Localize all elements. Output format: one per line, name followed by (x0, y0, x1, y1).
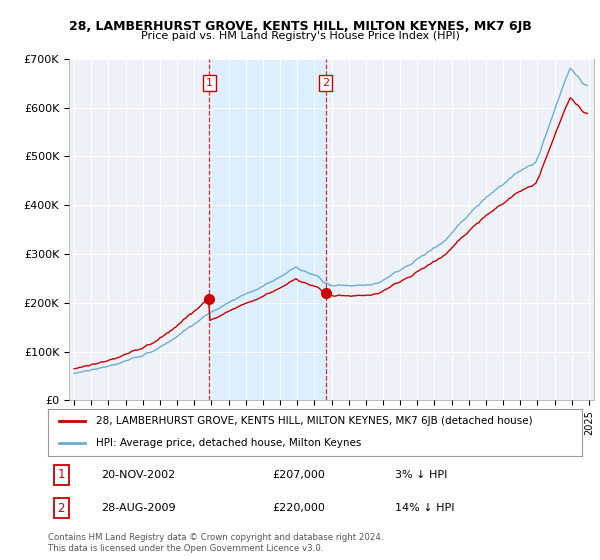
Text: Contains HM Land Registry data © Crown copyright and database right 2024.
This d: Contains HM Land Registry data © Crown c… (48, 533, 383, 553)
Text: 28, LAMBERHURST GROVE, KENTS HILL, MILTON KEYNES, MK7 6JB: 28, LAMBERHURST GROVE, KENTS HILL, MILTO… (68, 20, 532, 32)
Text: £207,000: £207,000 (272, 470, 325, 479)
Text: 2: 2 (322, 78, 329, 88)
Bar (209, 59, 326, 400)
Text: 1: 1 (206, 78, 213, 88)
Text: 3% ↓ HPI: 3% ↓ HPI (395, 470, 448, 479)
Text: £220,000: £220,000 (272, 503, 325, 513)
Text: 28, LAMBERHURST GROVE, KENTS HILL, MILTON KEYNES, MK7 6JB (detached house): 28, LAMBERHURST GROVE, KENTS HILL, MILTO… (96, 416, 533, 426)
Text: 1: 1 (58, 468, 65, 481)
Text: Price paid vs. HM Land Registry's House Price Index (HPI): Price paid vs. HM Land Registry's House … (140, 31, 460, 41)
Text: 20-NOV-2002: 20-NOV-2002 (101, 470, 176, 479)
Text: 14% ↓ HPI: 14% ↓ HPI (395, 503, 455, 513)
Text: 2: 2 (58, 502, 65, 515)
Text: HPI: Average price, detached house, Milton Keynes: HPI: Average price, detached house, Milt… (96, 438, 361, 448)
Text: 28-AUG-2009: 28-AUG-2009 (101, 503, 176, 513)
